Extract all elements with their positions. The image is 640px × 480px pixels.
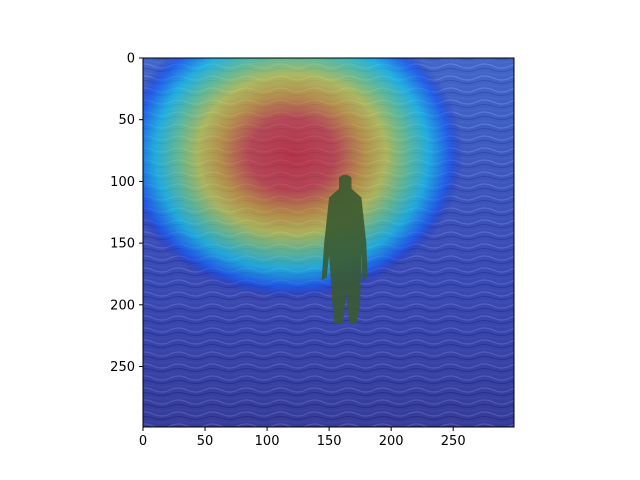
x-tick-label: 200 [379, 434, 404, 449]
plot-frame [142, 57, 515, 428]
y-tick-label: 0 [127, 52, 135, 67]
y-tick-label: 50 [118, 113, 135, 128]
y-tick-label: 100 [110, 175, 135, 190]
x-tick-label: 100 [255, 434, 280, 449]
x-tick-label: 150 [317, 434, 342, 449]
x-tick-label: 50 [197, 434, 214, 449]
x-axis: 0 50 100 150 200 250 [139, 427, 466, 449]
x-tick-label: 250 [441, 434, 466, 449]
plot-area [143, 58, 514, 427]
y-tick-label: 150 [110, 237, 135, 252]
y-axis: 0 50 100 150 200 250 [110, 52, 143, 375]
heatmap-hotspot [143, 58, 463, 299]
y-tick-label: 200 [110, 298, 135, 313]
person-silhouette [321, 174, 368, 324]
x-tick-label: 0 [139, 434, 147, 449]
y-tick-label: 250 [110, 360, 135, 375]
